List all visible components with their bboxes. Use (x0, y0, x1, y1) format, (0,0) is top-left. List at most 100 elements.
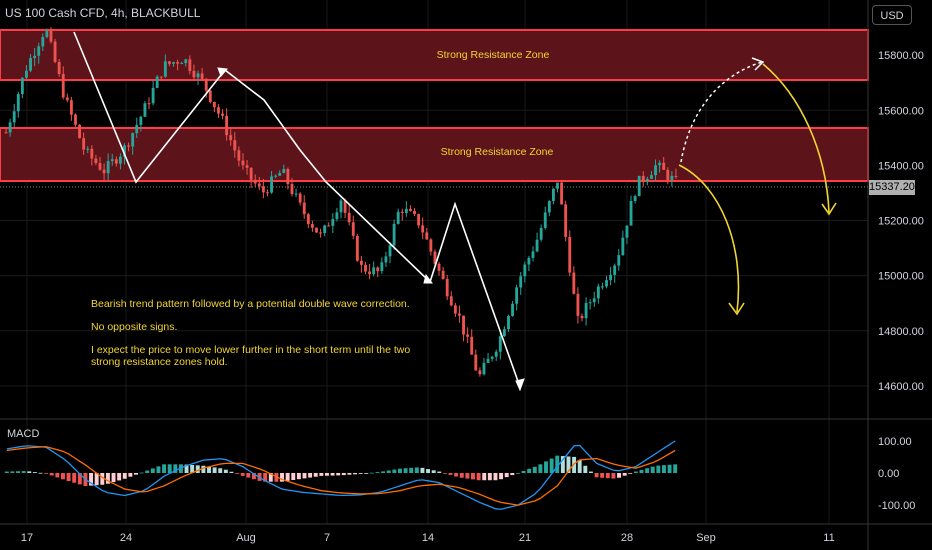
candle-body (601, 286, 604, 288)
candle-body (556, 182, 559, 189)
candle-body (478, 370, 482, 375)
candle-body (241, 160, 245, 166)
macd-bar (521, 470, 526, 473)
macd-bar (190, 464, 195, 473)
candle-body (462, 315, 465, 335)
macd-bar (55, 473, 60, 478)
candle-body (445, 278, 449, 297)
candle-body (266, 192, 269, 194)
macd-bar (639, 469, 644, 473)
macd-bar (605, 473, 610, 479)
macd-bar (341, 473, 346, 476)
candle-body (494, 351, 498, 357)
macd-bar (656, 465, 661, 473)
macd-bar (302, 473, 307, 479)
candle-body (143, 103, 147, 117)
candle-body (547, 201, 551, 213)
candle-body (433, 251, 437, 264)
candle-body (531, 251, 535, 258)
macd-bar (285, 473, 290, 481)
macd-bar (263, 473, 268, 482)
macd-bar (38, 472, 43, 474)
candle-body (645, 178, 649, 182)
macd-bar (77, 473, 82, 485)
analysis-note: Bearish trend pattern followed by a pote… (91, 298, 411, 379)
candle-body (41, 36, 45, 47)
candle-body (306, 214, 310, 225)
candle-body (421, 225, 425, 233)
macd-bar (122, 473, 127, 479)
macd-bar (134, 473, 138, 475)
candle-body (539, 227, 543, 240)
candle-body (572, 272, 576, 294)
time-axis[interactable]: 17 24 Aug 7 14 21 28 Sep 11 (21, 532, 835, 544)
macd-bar (240, 473, 245, 476)
price-axis[interactable]: 15800.00 15600.00 15400.00 15200.00 15000.00… (878, 50, 924, 393)
candle-body (511, 303, 514, 316)
candle-body (98, 163, 102, 170)
macd-bar (650, 466, 655, 473)
macd-bar (358, 473, 363, 474)
candle-body (351, 222, 355, 236)
projection-curve-down (678, 164, 740, 313)
candle-body (16, 93, 20, 112)
candle-body (551, 188, 555, 202)
candle-body (86, 148, 90, 150)
candle-body (670, 175, 674, 181)
macd-bar (426, 469, 431, 473)
macd-bar (538, 464, 543, 473)
currency-button[interactable]: USD (872, 5, 912, 25)
macd-bar (280, 473, 284, 482)
macd-bar (353, 473, 358, 475)
candle-body (543, 212, 547, 228)
candle-body (417, 214, 421, 226)
candle-body (106, 161, 110, 174)
macd-bar (487, 473, 492, 481)
candle-body (163, 61, 167, 77)
macd-bar (336, 473, 341, 476)
candle-body (176, 62, 180, 64)
analysis-note-2: No opposite signs. (91, 321, 178, 333)
macd-bar (667, 464, 672, 473)
candle-body (633, 196, 637, 201)
candle-body (159, 76, 163, 78)
candle-body (253, 179, 257, 184)
candle-body (94, 158, 98, 164)
candle-body (102, 169, 106, 174)
macd-bar (386, 470, 391, 473)
macd-bar (482, 473, 487, 481)
candle-body (225, 115, 229, 136)
candle-body (359, 260, 363, 265)
price-tick-label: 15200.00 (878, 216, 924, 228)
candle-body (196, 73, 200, 78)
candle-body (458, 313, 461, 316)
macd-bar (117, 473, 122, 481)
candle-body (658, 162, 662, 166)
macd-bar (544, 461, 548, 473)
macd-axis: 100.00 0.00 -100.00 (878, 436, 915, 512)
macd-bar (162, 464, 167, 473)
candle-body (237, 150, 241, 161)
candle-body (564, 204, 568, 237)
macd-bar (32, 472, 37, 473)
candle-body (208, 90, 212, 102)
candle-body (560, 182, 564, 205)
macd-histogram (4, 455, 678, 487)
time-tick-label: Sep (696, 532, 716, 544)
macd-bar (229, 471, 234, 473)
candle-body (482, 362, 486, 375)
candle-body (617, 255, 621, 266)
candle-body (114, 159, 118, 164)
candle-body (502, 329, 506, 337)
candle-body (666, 169, 670, 181)
macd-bar (364, 473, 369, 474)
macd-bar (21, 471, 26, 473)
candle-body (527, 257, 531, 265)
candle-body (523, 264, 527, 277)
candle-body (110, 159, 114, 162)
candle-body (609, 274, 613, 281)
macd-bar (414, 467, 419, 473)
macd-bar (268, 473, 273, 482)
candle-body (498, 336, 502, 352)
